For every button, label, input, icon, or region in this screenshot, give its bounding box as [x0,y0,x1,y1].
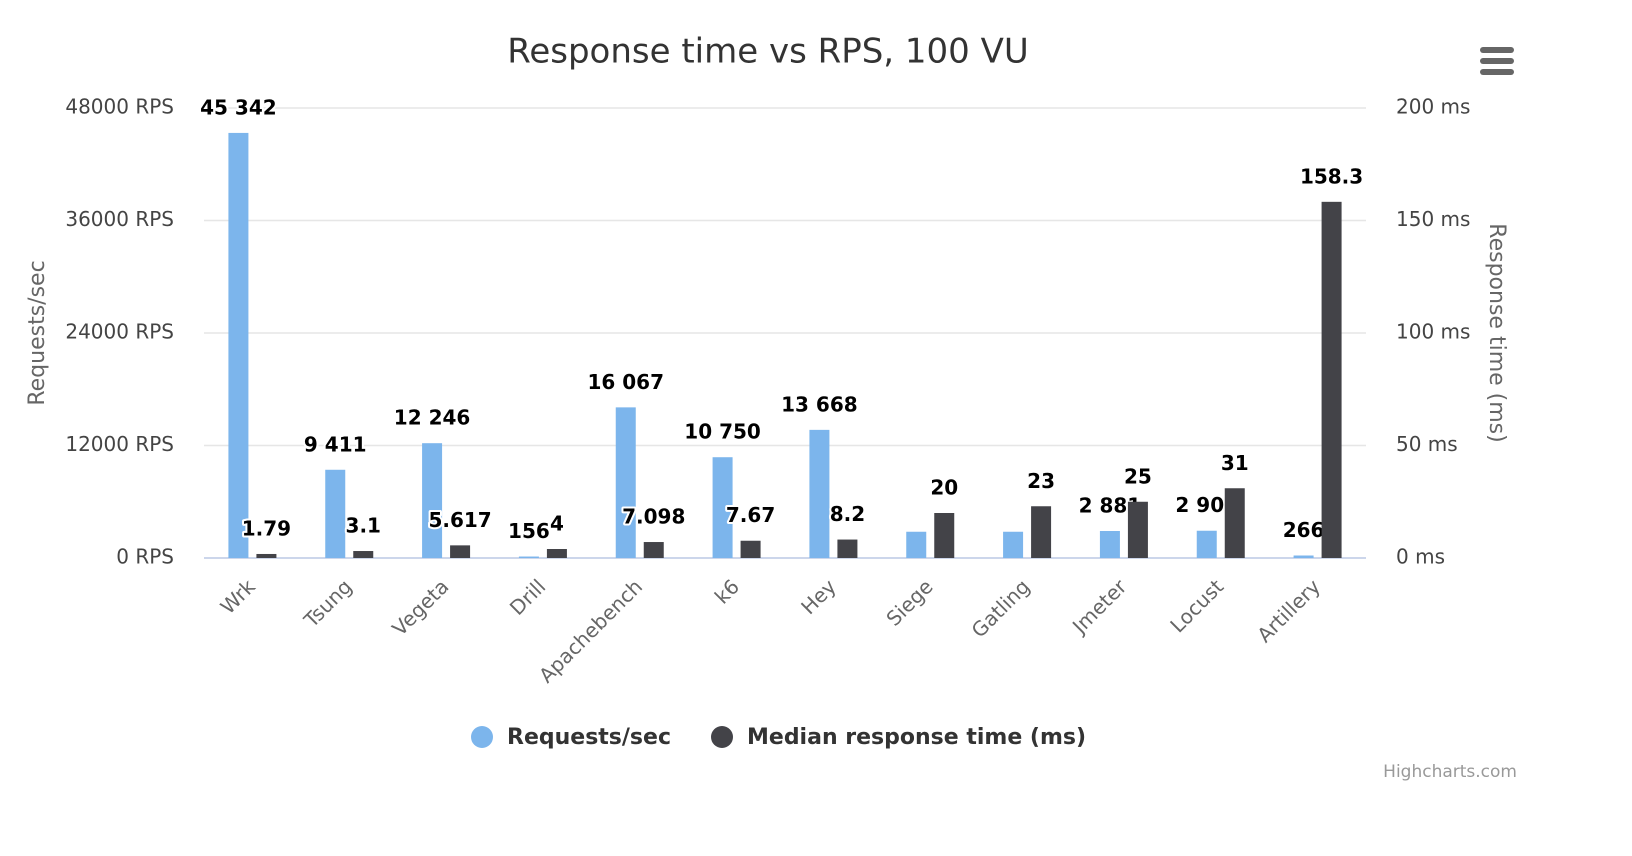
y2-axis-title: Response time (ms) [1484,223,1509,442]
bar [1224,488,1245,558]
data-label: 1.79 [242,516,291,540]
bar [643,542,664,558]
y-axis-title: Requests/sec [25,260,50,405]
menu-bar [1480,47,1514,53]
y2-tick-label: 100 ms [1396,320,1470,344]
y-tick-label: 0 RPS [116,545,174,569]
x-tick-label: Wrk [216,574,261,619]
x-tick-label: Drill [505,574,550,619]
y2-tick-label: 200 ms [1396,95,1470,119]
legend-label: Requests/sec [507,725,671,750]
bar [1127,501,1148,558]
menu-bar [1480,58,1514,64]
x-tick-label: k6 [710,574,744,608]
bar [740,540,761,558]
data-label: 16 067 [587,370,664,394]
data-label: 25 [1124,464,1152,488]
bar [546,549,567,558]
data-label: 266 [1283,518,1325,542]
bar [325,469,346,558]
bar [1321,201,1342,558]
bar [934,513,955,558]
chart-title: Response time vs RPS, 100 VU [507,32,1029,72]
data-label: 5.617 [428,508,491,532]
bar [228,132,249,558]
x-tick-label: Siege [881,574,937,630]
bar [615,407,636,558]
data-label: 7.67 [726,503,775,527]
bar [837,539,858,558]
legend-marker [711,726,733,748]
bar [1003,531,1024,558]
y2-tick-label: 50 ms [1396,432,1458,456]
bar [422,443,443,558]
data-label: 23 [1027,469,1055,493]
bar [1099,530,1120,558]
x-tick-label: Tsung [298,574,356,632]
bar [256,553,277,558]
y-tick-label: 24000 RPS [65,320,174,344]
data-label: 13 668 [781,392,858,416]
y-tick-label: 48000 RPS [65,95,174,119]
data-label: 158.3 [1300,164,1363,188]
x-tick-label: Vegeta [387,574,453,640]
x-tick-label: Gatling [967,574,1035,642]
data-label: 3.1 [346,514,381,538]
y2-tick-label: 0 ms [1396,545,1445,569]
bar [1293,555,1314,558]
bar [450,545,471,558]
data-label: 12 246 [394,406,471,430]
data-label: 20 [930,476,958,500]
data-label: 45 342 [200,95,277,119]
bar [353,551,374,558]
x-tick-label: Artillery [1252,574,1325,647]
data-label: 10 750 [684,420,761,444]
data-label: 4 [550,512,564,536]
x-tick-label: Apachebench [534,574,647,687]
bar [712,457,733,558]
credit[interactable]: Highcharts.com [1383,762,1517,782]
y-tick-label: 12000 RPS [65,432,174,456]
bar [518,556,539,558]
data-label: 8.2 [830,502,865,526]
bar [809,429,830,558]
bar [1196,530,1217,558]
bar [1031,506,1052,558]
data-label: 156 [508,519,550,543]
menu-button[interactable] [1480,47,1514,75]
data-label: 7.098 [622,505,685,529]
x-tick-label: Hey [796,574,841,619]
data-label: 31 [1221,451,1249,475]
legend-marker [471,726,493,748]
bar [906,531,927,558]
legend-label: Median response time (ms) [747,725,1086,750]
y2-tick-label: 150 ms [1396,207,1470,231]
x-tick-label: Jmeter [1066,574,1132,640]
x-tick-label: Locust [1165,574,1228,637]
y-tick-label: 36000 RPS [65,207,174,231]
data-label: 9 411 [304,432,367,456]
menu-bar [1480,69,1514,75]
